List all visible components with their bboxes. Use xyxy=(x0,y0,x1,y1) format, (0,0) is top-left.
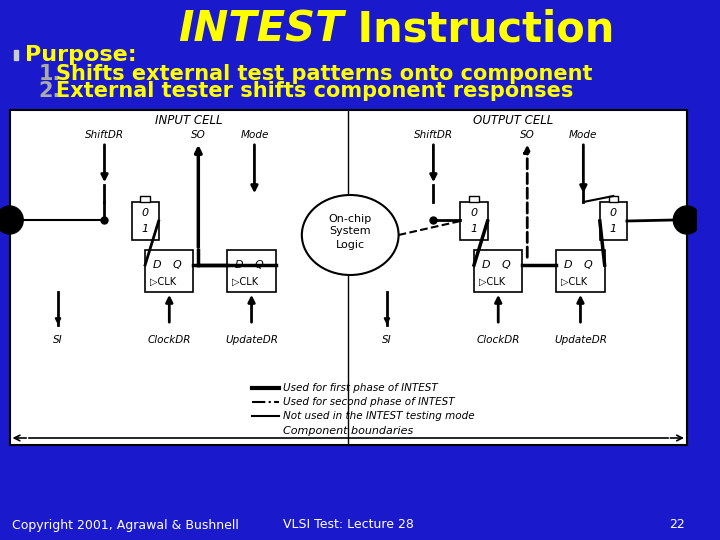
Bar xyxy=(474,250,523,292)
Text: 1: 1 xyxy=(610,224,617,234)
Text: Q: Q xyxy=(172,260,181,269)
Bar xyxy=(140,196,150,202)
Text: D: D xyxy=(482,260,490,269)
Text: ShiftDR: ShiftDR xyxy=(414,130,453,140)
Bar xyxy=(600,202,627,240)
Bar xyxy=(608,196,618,202)
Text: 1: 1 xyxy=(142,224,148,234)
Bar xyxy=(14,50,19,60)
Text: Component boundaries: Component boundaries xyxy=(283,426,413,436)
Text: Mode: Mode xyxy=(240,130,269,140)
Text: External tester shifts component responses: External tester shifts component respons… xyxy=(56,81,574,101)
Text: 1.: 1. xyxy=(39,64,61,84)
Text: INPUT CELL: INPUT CELL xyxy=(155,113,222,126)
Text: UpdateDR: UpdateDR xyxy=(225,335,278,345)
Text: Used for first phase of INTEST: Used for first phase of INTEST xyxy=(284,383,438,393)
Text: D: D xyxy=(235,260,243,269)
Bar xyxy=(228,250,276,292)
Circle shape xyxy=(0,206,23,234)
Bar xyxy=(145,250,194,292)
Text: Used for second phase of INTEST: Used for second phase of INTEST xyxy=(284,397,455,407)
Text: Copyright 2001, Agrawal & Bushnell: Copyright 2001, Agrawal & Bushnell xyxy=(12,518,238,531)
Bar xyxy=(461,202,487,240)
Text: ▷CLK: ▷CLK xyxy=(479,276,505,287)
Bar xyxy=(469,196,479,202)
Text: Mode: Mode xyxy=(570,130,598,140)
Text: 1: 1 xyxy=(470,224,477,234)
Text: On-chip: On-chip xyxy=(328,214,372,224)
Text: ▷CLK: ▷CLK xyxy=(561,276,588,287)
Text: ▷CLK: ▷CLK xyxy=(232,276,258,287)
Text: ClockDR: ClockDR xyxy=(477,335,520,345)
Text: VLSI Test: Lecture 28: VLSI Test: Lecture 28 xyxy=(283,518,414,531)
Bar xyxy=(9,110,687,445)
Text: 0: 0 xyxy=(142,208,148,218)
Text: ClockDR: ClockDR xyxy=(148,335,191,345)
Ellipse shape xyxy=(302,195,399,275)
Text: ShiftDR: ShiftDR xyxy=(85,130,124,140)
Text: SI: SI xyxy=(53,335,63,345)
Text: Purpose:: Purpose: xyxy=(25,45,137,65)
Text: D: D xyxy=(564,260,572,269)
Text: INTEST: INTEST xyxy=(178,9,343,51)
Text: SI: SI xyxy=(382,335,392,345)
Text: Instruction: Instruction xyxy=(343,9,615,51)
Text: 0: 0 xyxy=(610,208,617,218)
Bar xyxy=(557,250,605,292)
Text: SO: SO xyxy=(520,130,535,140)
Text: 22: 22 xyxy=(669,518,685,531)
Text: Not used in the INTEST testing mode: Not used in the INTEST testing mode xyxy=(284,411,475,421)
Text: D: D xyxy=(153,260,161,269)
Text: ▷CLK: ▷CLK xyxy=(150,276,176,287)
Text: UpdateDR: UpdateDR xyxy=(554,335,607,345)
Text: 0: 0 xyxy=(470,208,477,218)
Text: Logic: Logic xyxy=(336,240,365,250)
Text: Q: Q xyxy=(254,260,264,269)
Text: OUTPUT CELL: OUTPUT CELL xyxy=(472,113,553,126)
Text: System: System xyxy=(329,226,371,236)
Text: SO: SO xyxy=(191,130,206,140)
Text: Shifts external test patterns onto component: Shifts external test patterns onto compo… xyxy=(56,64,593,84)
Text: 2.: 2. xyxy=(39,81,61,101)
Bar xyxy=(132,202,158,240)
Text: Q: Q xyxy=(583,260,592,269)
Text: Q: Q xyxy=(501,260,510,269)
Circle shape xyxy=(673,206,701,234)
